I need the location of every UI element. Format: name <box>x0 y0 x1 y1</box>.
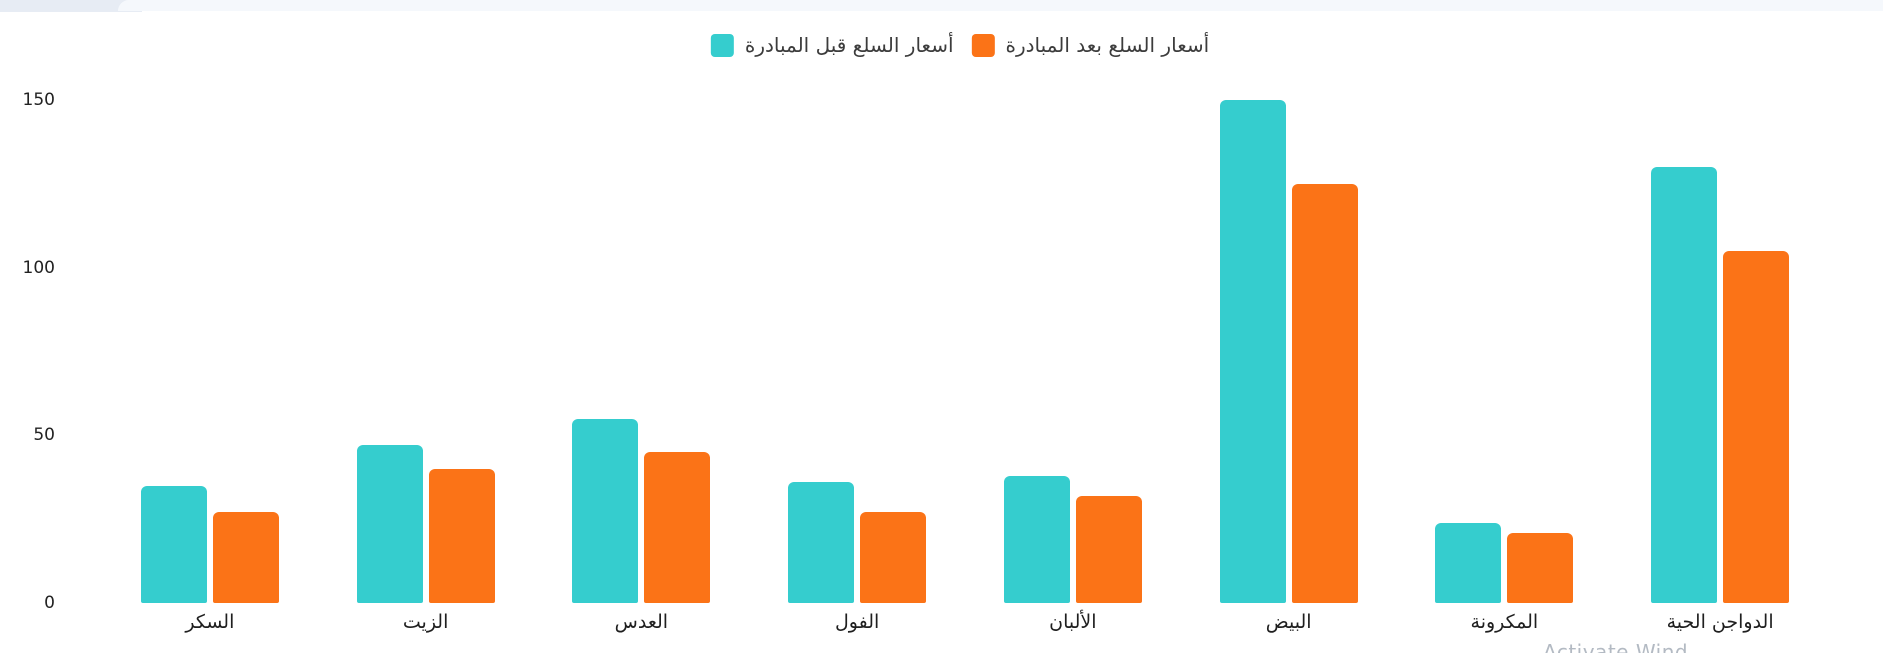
legend-item-after-initiative[interactable]: أسعار السلع بعد المبادرة <box>971 33 1210 57</box>
y-axis-tick-label-150: 150 <box>22 90 55 110</box>
bar-after-category-7[interactable] <box>1507 532 1574 603</box>
bar-before-category-2[interactable] <box>356 445 423 603</box>
activate-windows-watermark: Activate Wind <box>1543 640 1689 653</box>
x-axis-label-7: المكرونة <box>1470 611 1539 633</box>
legend-swatch-before-icon <box>710 33 734 57</box>
x-axis-label-2: الزيت <box>402 611 449 633</box>
y-axis-tick-label-100: 100 <box>22 257 55 278</box>
bar-after-category-5[interactable] <box>1075 495 1142 603</box>
bar-before-category-4[interactable] <box>788 482 855 603</box>
legend-label-after: أسعار السلع بعد المبادرة <box>1005 33 1210 57</box>
bar-before-category-5[interactable] <box>1003 475 1070 603</box>
bar-after-category-2[interactable] <box>428 468 495 603</box>
card-top-edge <box>118 0 1883 11</box>
bar-after-category-4[interactable] <box>860 512 927 603</box>
bar-before-category-7[interactable] <box>1435 522 1502 603</box>
bar-before-category-8[interactable] <box>1651 167 1718 603</box>
bar-before-category-3[interactable] <box>572 418 639 603</box>
bar-before-category-6[interactable] <box>1219 100 1286 603</box>
y-axis-tick-label-0: 0 <box>44 593 55 613</box>
top-background-strip <box>0 0 142 12</box>
x-axis-label-8: الدواجن الحية <box>1666 611 1774 633</box>
y-axis-tick-label-50: 50 <box>33 425 55 446</box>
bar-after-category-6[interactable] <box>1291 183 1358 603</box>
bar-after-category-1[interactable] <box>212 512 279 603</box>
bar-after-category-8[interactable] <box>1723 250 1790 603</box>
x-axis-label-3: العدس <box>614 611 669 633</box>
chart-legend: أسعار السلع قبل المبادرة أسعار السلع بعد… <box>710 33 1210 57</box>
legend-item-before-initiative[interactable]: أسعار السلع قبل المبادرة <box>710 33 954 57</box>
x-axis-label-4: الفول <box>834 611 880 633</box>
x-axis-label-5: الألبان <box>1049 611 1097 633</box>
legend-swatch-after-icon <box>971 33 995 57</box>
bar-after-category-3[interactable] <box>644 452 711 603</box>
legend-label-before: أسعار السلع قبل المبادرة <box>744 33 954 57</box>
x-axis-label-1: السكر <box>185 611 235 633</box>
bar-before-category-1[interactable] <box>140 485 207 603</box>
x-axis-label-6: البيض <box>1265 611 1312 633</box>
